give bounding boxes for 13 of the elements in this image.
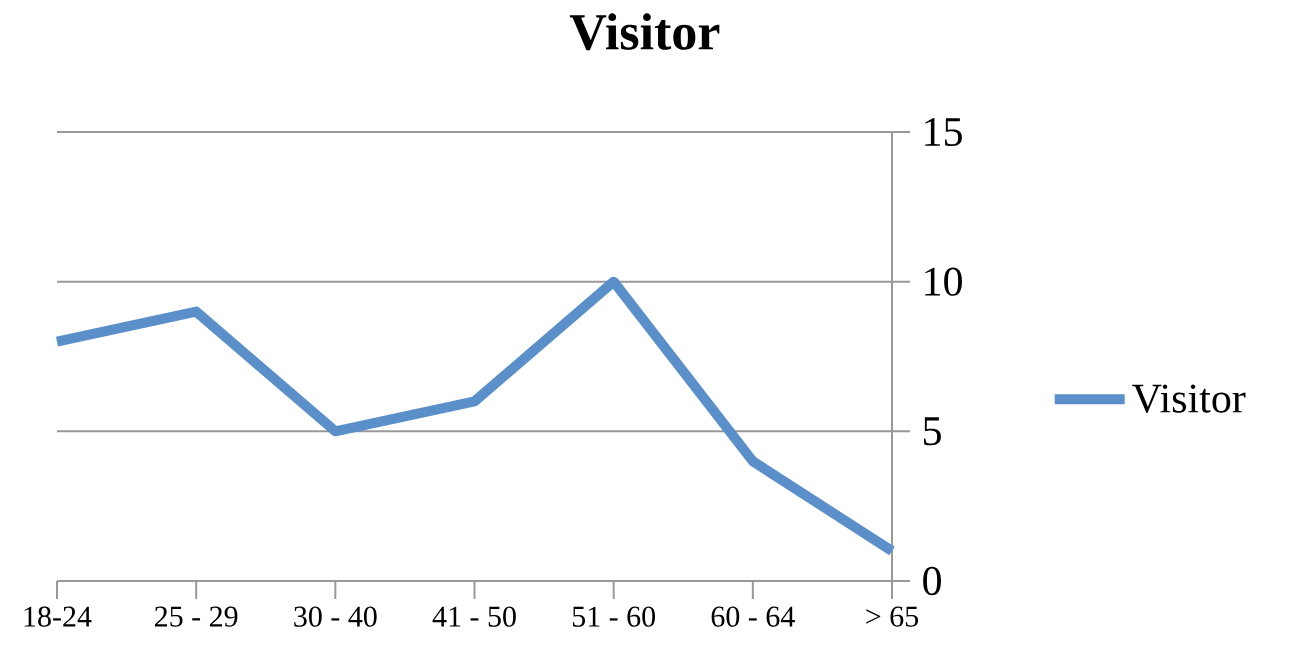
y-tick-label: 10 [925,267,962,296]
x-tick-label: 51 - 60 [572,606,655,627]
y-tick-label: 5 [923,417,941,446]
x-tick-label: 30 - 40 [294,606,377,627]
x-tick-label: 25 - 29 [154,606,238,627]
x-tick-label: 18-24 [24,606,92,627]
legend-label: Visitor [1132,384,1246,413]
x-tick-label: > 65 [866,606,919,627]
x-tick-label: 60 - 64 [711,606,795,627]
y-tick-label: 15 [925,117,962,147]
y-tick-label: 0 [923,566,941,596]
x-tick-label: 41 - 50 [432,606,516,627]
chart-title: Visitor [569,13,720,51]
